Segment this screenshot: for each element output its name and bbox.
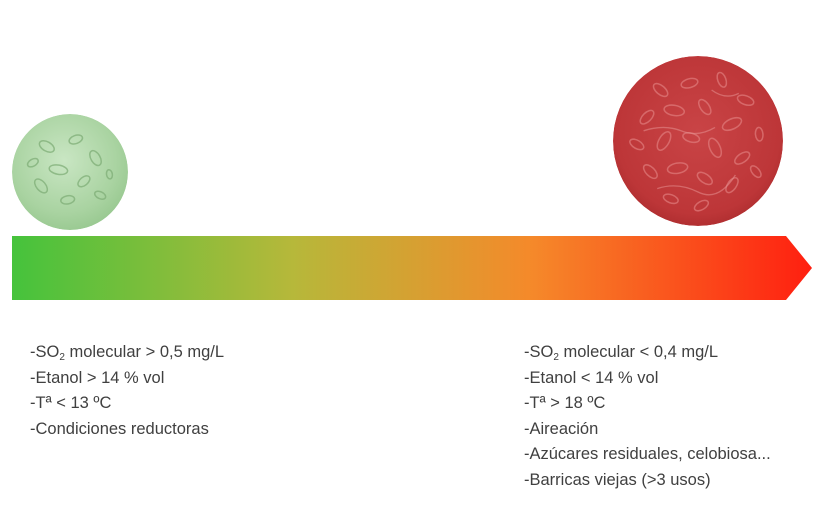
high-risk-conditions-list: -SO2 molecular < 0,4 mg/L -Etanol < 14 %…: [524, 340, 771, 494]
low-risk-conditions-list: -SO2 molecular > 0,5 mg/L -Etanol > 14 %…: [30, 340, 224, 442]
high-risk-condition: -Barricas viejas (>3 usos): [524, 470, 711, 489]
low-risk-condition: -Condiciones reductoras: [30, 419, 209, 438]
high-risk-condition: -Tª > 18 ºC: [524, 394, 606, 413]
low-risk-yeast-circle: [12, 114, 128, 230]
gradient-arrow: [12, 236, 812, 300]
high-risk-yeast-image: [613, 56, 783, 226]
low-risk-condition: -Etanol > 14 % vol: [30, 368, 165, 387]
gradient-arrow-shape: [12, 236, 812, 300]
low-risk-yeast-image: [12, 114, 128, 230]
high-risk-yeast-circle: [613, 56, 783, 226]
high-risk-condition: -Azúcares residuales, celobiosa...: [524, 445, 771, 464]
high-risk-condition: -Aireación: [524, 419, 599, 438]
low-risk-condition: -Tª < 13 ºC: [30, 394, 112, 413]
high-risk-condition: -SO2 molecular < 0,4 mg/L: [524, 343, 719, 363]
high-risk-condition: -Etanol < 14 % vol: [524, 368, 659, 387]
low-risk-condition: -SO2 molecular > 0,5 mg/L: [30, 343, 225, 363]
